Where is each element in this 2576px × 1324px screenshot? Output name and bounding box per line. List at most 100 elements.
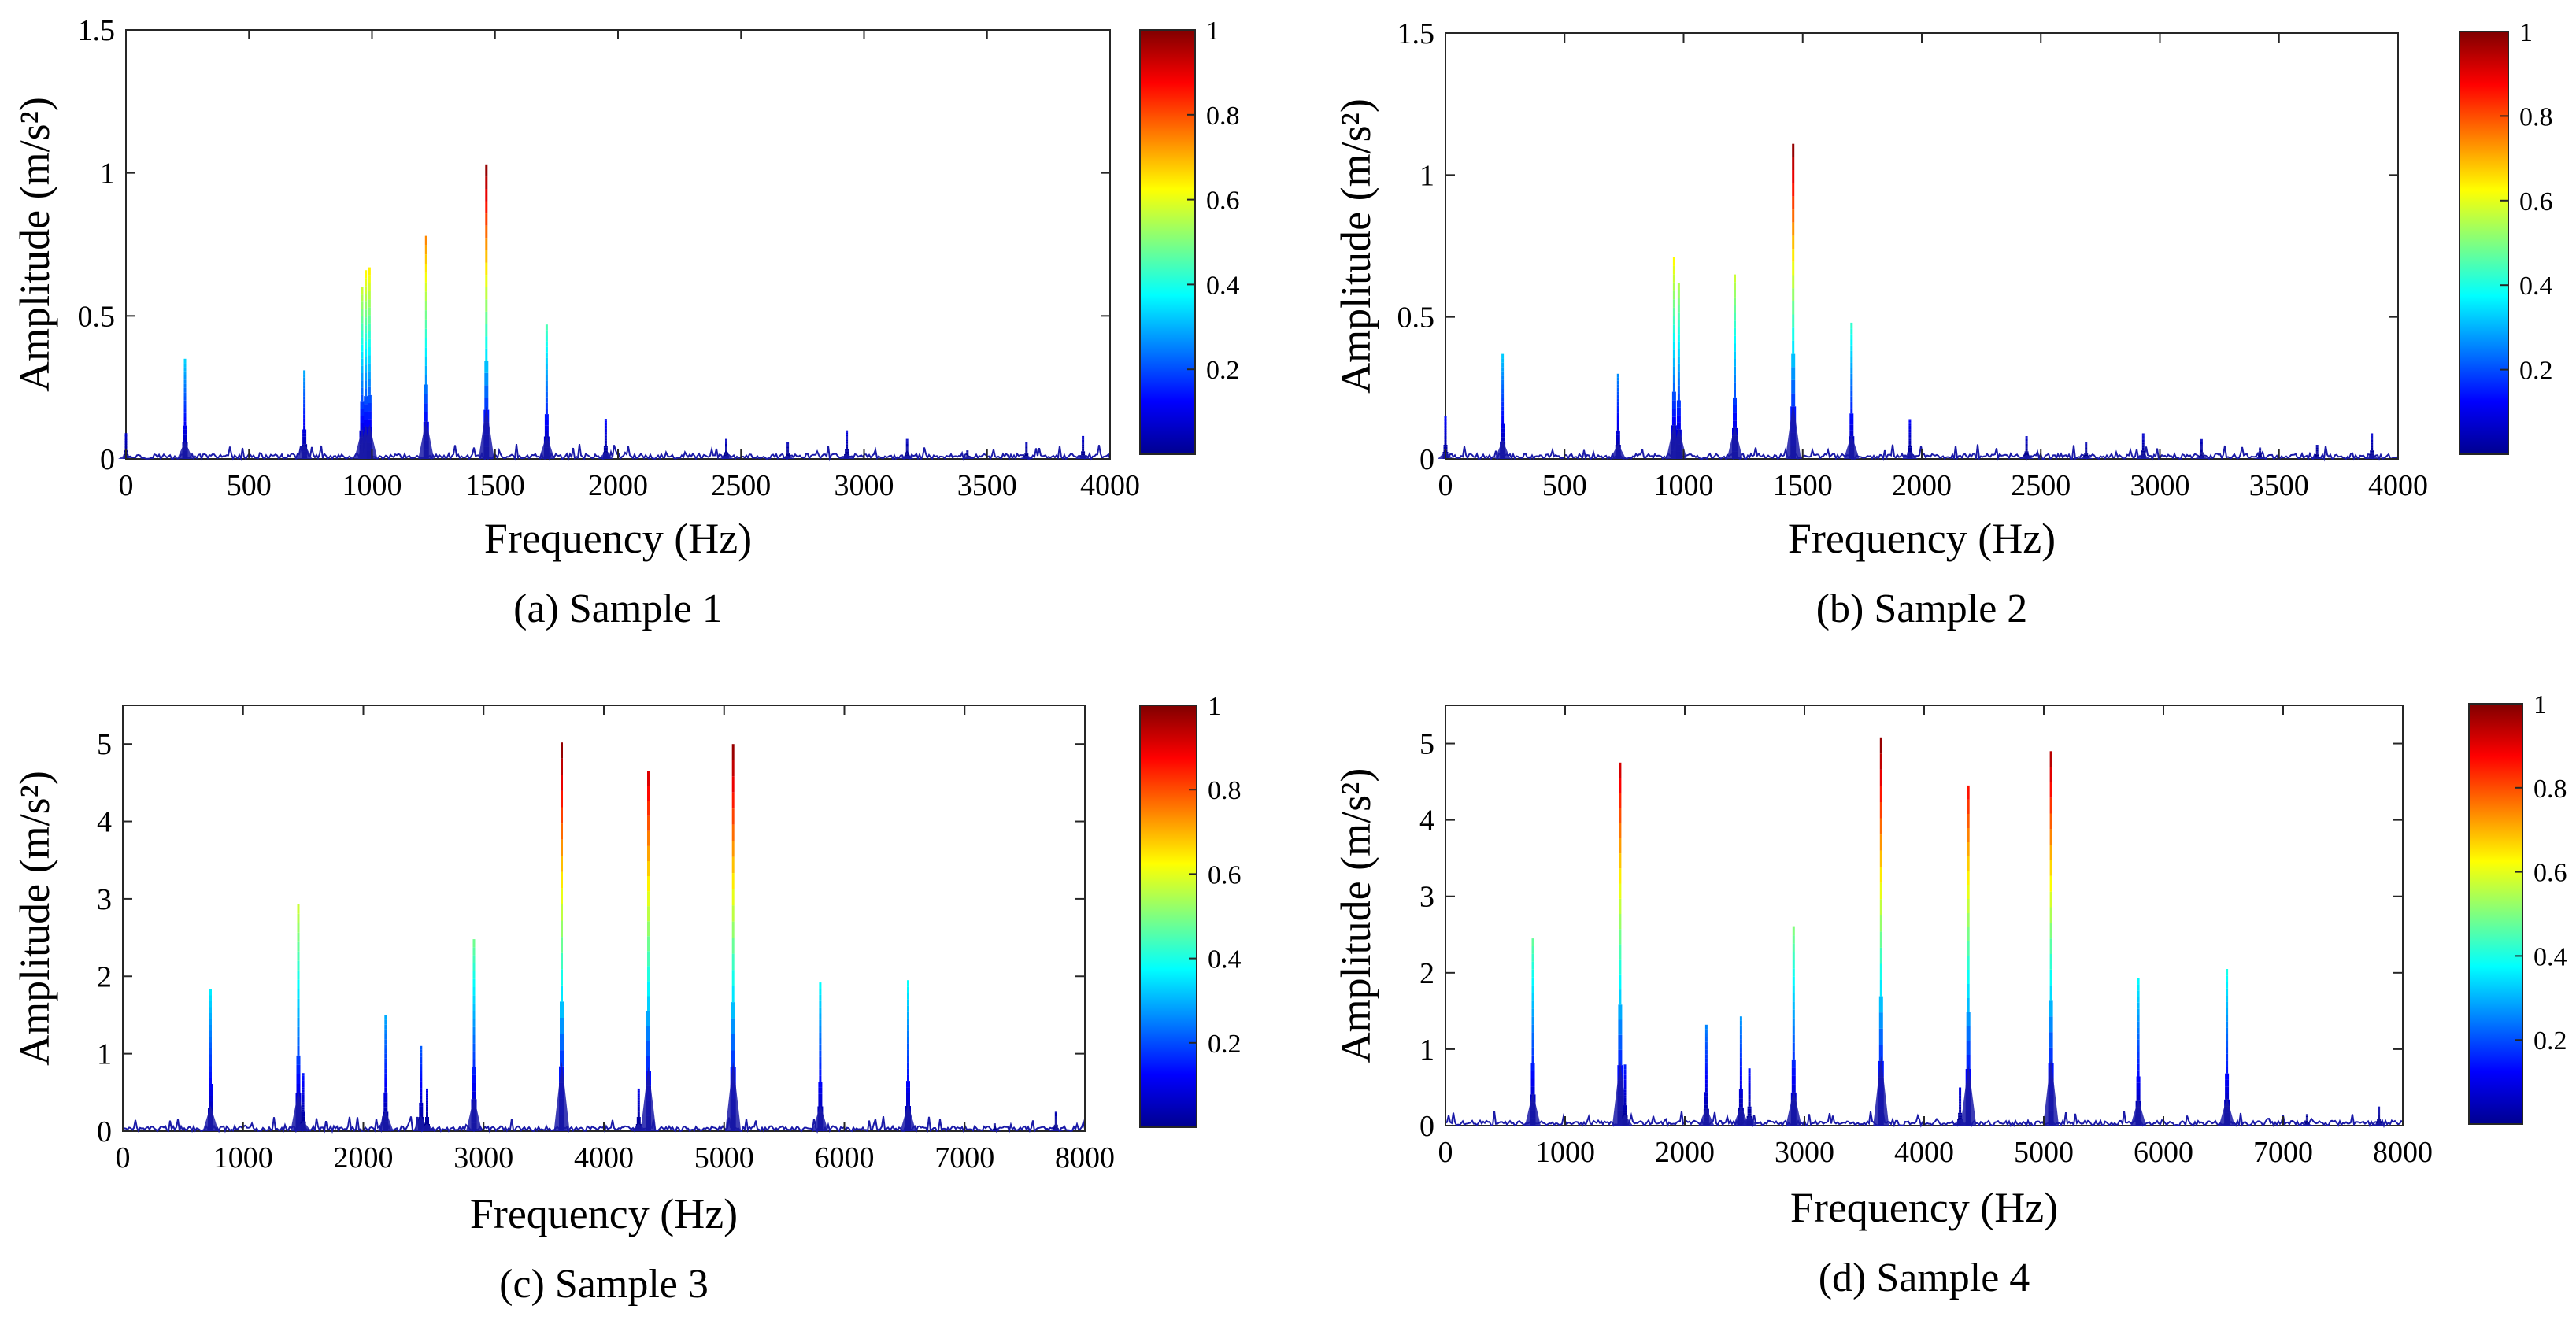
x-tick-label: 3000 — [2130, 469, 2190, 502]
y-tick-label: 1 — [1419, 159, 1434, 192]
spectrum-peak — [1727, 274, 1743, 459]
spectrum-peak — [2371, 1106, 2387, 1126]
spectrum-peak — [725, 744, 742, 1131]
colorbar-tick-label: 1 — [1208, 692, 1221, 721]
x-tick-label: 8000 — [1055, 1141, 1115, 1174]
spectrum-peak — [598, 419, 614, 459]
y-tick-label: 1.5 — [78, 14, 116, 47]
x-tick-label: 0 — [116, 1141, 131, 1174]
spectrum-peak — [718, 438, 735, 459]
x-tick-label: 3000 — [835, 469, 894, 502]
colorbar-tick-label: 1 — [2519, 18, 2533, 47]
chart-panel-1: 0 500 1000 1500 2000 2500 3000 3500 4000 0 0.5 1 1.5… — [11, 14, 1240, 631]
x-axis-title: Frequency (Hz) — [1790, 1184, 2058, 1231]
spectrum-peak — [466, 939, 483, 1131]
colorbar — [2459, 31, 2509, 455]
spectrum-peak — [779, 442, 796, 459]
spectrum-peak — [986, 1123, 1003, 1131]
y-tick-label: 0 — [1419, 1110, 1434, 1143]
spectrum-peak — [1075, 435, 1091, 459]
y-axis-title: Amplitude (m/s²) — [1332, 768, 1379, 1063]
colorbar-tick-label: 0.2 — [1206, 356, 1240, 385]
spectrum-peak — [900, 980, 916, 1131]
chart-panel-3: 0 1000 2000 3000 4000 5000 6000 7000 8000 0 1 2 3 4 5 F… — [11, 692, 1242, 1307]
plot-area — [122, 705, 1086, 1132]
colorbar-tick-label: 1 — [2533, 690, 2547, 719]
chart-panel-2: 0 500 1000 1500 2000 2500 3000 3500 4000 0 0.5 1 1.5… — [1332, 17, 2553, 631]
spectrum-peak — [1524, 938, 1541, 1126]
x-tick-label: 3000 — [453, 1141, 513, 1174]
spectrum-peak — [2193, 438, 2210, 459]
spectrum-peak — [1873, 737, 1889, 1126]
y-axis-title: Amplitude (m/s²) — [11, 97, 58, 392]
spectrum-peak — [2130, 978, 2147, 1126]
spectrum-peak — [1901, 419, 1918, 459]
x-tick-label: 5000 — [694, 1141, 754, 1174]
y-tick-label: 0 — [100, 443, 115, 476]
spectrum-peak — [296, 370, 313, 459]
colorbar-tick-label: 0.4 — [1206, 271, 1240, 300]
colorbar — [1139, 705, 1197, 1128]
y-tick-label: 1 — [97, 1038, 112, 1071]
spectrum-peak — [1960, 785, 1977, 1126]
spectrum-peak — [2019, 436, 2035, 459]
spectrum-peak — [1018, 442, 1034, 459]
plot-area — [1445, 705, 2404, 1126]
y-tick-label: 1 — [100, 157, 115, 190]
colorbar-tick-label: 0.4 — [2519, 272, 2553, 301]
x-tick-label: 3500 — [957, 469, 1017, 502]
x-tick-label: 0 — [119, 469, 134, 502]
chart-panel-4: 0 1000 2000 3000 4000 5000 6000 7000 8000 0 1 2 3 4 5 F… — [1332, 690, 2567, 1300]
spectrum-peak — [295, 1073, 312, 1131]
colorbar — [2468, 703, 2523, 1125]
spectrum-peak — [2252, 447, 2268, 459]
y-tick-label: 1 — [1419, 1034, 1434, 1067]
colorbar-tick-label: 0.4 — [2533, 942, 2567, 971]
colorbar-tick-label: 0.8 — [2519, 102, 2553, 131]
y-tick-label: 5 — [97, 728, 112, 761]
x-tick-label: 2500 — [711, 469, 771, 502]
colorbar-tick-label: 0.6 — [1206, 187, 1240, 216]
x-tick-label: 8000 — [2373, 1136, 2433, 1169]
x-tick-label: 3500 — [2249, 469, 2309, 502]
panel-caption: (d) Sample 4 — [1819, 1256, 2030, 1300]
x-tick-label: 4000 — [1080, 469, 1140, 502]
spectrum-peak — [1671, 283, 1687, 459]
x-tick-label: 1000 — [213, 1141, 273, 1174]
x-tick-label: 2000 — [1655, 1136, 1715, 1169]
spectrum-peak — [1785, 143, 1801, 459]
spectrum-peak — [1610, 373, 1627, 459]
y-axis-title: Amplitude (m/s²) — [11, 771, 58, 1066]
spectrum-peak — [418, 235, 435, 459]
x-tick-label: 2000 — [1892, 469, 1952, 502]
y-tick-label: 4 — [97, 806, 112, 839]
y-tick-label: 5 — [1419, 728, 1434, 761]
spectrum-peak — [1733, 1016, 1749, 1126]
spectrum-peak — [2219, 969, 2235, 1126]
colorbar-tick-label: 0.2 — [1208, 1030, 1242, 1059]
y-tick-label: 3 — [1419, 881, 1434, 914]
y-tick-label: 4 — [1419, 804, 1434, 838]
x-axis-title: Frequency (Hz) — [1788, 515, 2056, 562]
y-tick-label: 1.5 — [1397, 17, 1435, 50]
spectrum-peak — [2299, 1114, 2315, 1126]
colorbar-tick-label: 0.6 — [1208, 860, 1242, 889]
x-tick-label: 4000 — [1894, 1136, 1954, 1169]
x-tick-label: 0 — [1438, 469, 1453, 502]
spectrum-peak — [631, 1088, 647, 1131]
spectrum-peak — [1741, 1068, 1758, 1126]
x-tick-label: 6000 — [815, 1141, 875, 1174]
spectrum-peak — [419, 1088, 435, 1131]
x-tick-label: 4000 — [574, 1141, 634, 1174]
spectrum-peak — [2078, 442, 2094, 459]
x-tick-label: 7000 — [2253, 1136, 2313, 1169]
spectrum-peak — [1494, 353, 1511, 459]
spectrum-peak — [1843, 322, 1860, 459]
y-tick-label: 2 — [1419, 957, 1434, 990]
colorbar-tick-label: 0.8 — [1206, 102, 1240, 131]
panel-caption: (c) Sample 3 — [499, 1262, 709, 1307]
x-tick-label: 500 — [227, 469, 272, 502]
colorbar-tick-label: 0.2 — [2533, 1026, 2567, 1056]
colorbar — [1139, 29, 1196, 455]
